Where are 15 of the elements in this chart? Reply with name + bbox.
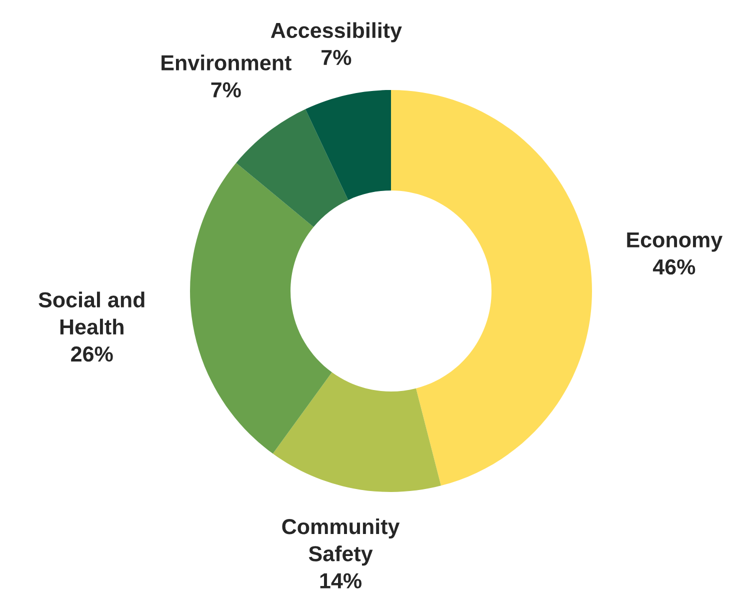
data-label: 7% <box>322 50 352 66</box>
slice-label: Economy <box>627 232 723 252</box>
donut-slice <box>236 109 348 227</box>
data-label: 46% <box>652 259 696 275</box>
slice-label: Community Safety <box>282 518 400 566</box>
donut-slice <box>272 372 441 492</box>
slice-label: Accessibility <box>270 22 402 42</box>
slice-label: Environment <box>162 54 292 70</box>
data-label: 14% <box>320 573 362 588</box>
data-label: 7% <box>211 82 241 98</box>
donut-slice <box>391 90 592 486</box>
data-label: 26% <box>71 346 113 362</box>
donut-slice <box>190 162 332 454</box>
donut-slice <box>305 90 391 200</box>
slice-label: Social and Health <box>38 292 144 335</box>
